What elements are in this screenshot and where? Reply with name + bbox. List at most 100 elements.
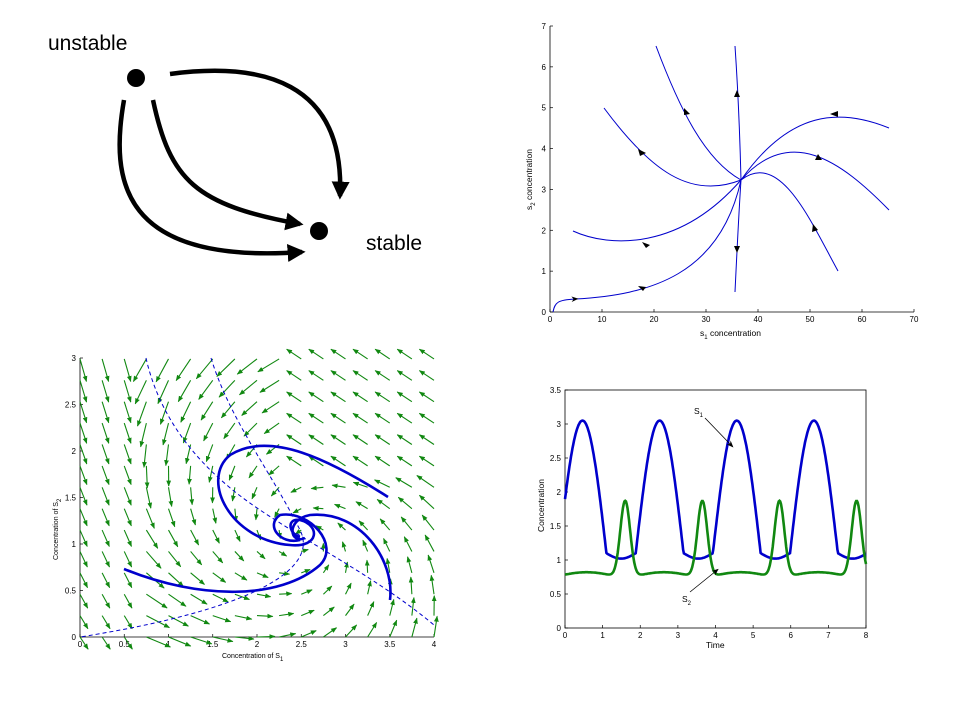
field-arrow — [379, 518, 391, 531]
x-tick-label: 2.5 — [296, 640, 308, 649]
field-arrow — [139, 422, 147, 448]
x-tick-label: 5 — [751, 631, 756, 640]
field-arrow — [132, 358, 147, 382]
field-arrow — [367, 580, 372, 595]
field-arrow — [286, 412, 302, 424]
field-arrow — [322, 564, 330, 574]
trajectory-9 — [740, 116, 890, 181]
y-tick-label: 1.5 — [550, 522, 562, 531]
field-arrow — [123, 358, 132, 383]
x-tick-label: 0.5 — [119, 640, 131, 649]
field-arrow — [218, 379, 236, 398]
field-arrow — [101, 358, 110, 383]
field-arrow — [406, 556, 413, 573]
field-arrow — [418, 348, 435, 360]
field-arrow — [101, 572, 111, 589]
field-arrow — [279, 591, 293, 597]
nullcline-1 — [145, 357, 435, 626]
tick-marks — [549, 25, 915, 313]
field-arrow — [278, 550, 288, 557]
field-arrow — [145, 551, 162, 569]
field-arrow — [220, 401, 236, 419]
field-arrow — [79, 508, 88, 527]
field-arrow — [234, 551, 245, 562]
y-tick-label: 7 — [542, 22, 547, 31]
field-arrow — [168, 551, 182, 568]
time-series-panel: 0 1 2 3 4 5 6 7 8 0 0.5 1 1.5 2 2.5 3 3.5 Time Concentra… — [512, 352, 902, 660]
x-tick-label: 2 — [255, 640, 260, 649]
field-arrow — [234, 615, 253, 621]
tick-labels: 0 10 20 30 40 50 60 70 0 1 2 3 4 5 6 7 — [542, 22, 919, 324]
spiral-trajectories — [123, 444, 392, 601]
arrow-top-arc — [169, 68, 350, 200]
field-arrow — [358, 520, 369, 531]
field-arrow — [231, 487, 236, 502]
field-arrow — [419, 494, 435, 510]
x-tick-label: 60 — [858, 315, 867, 324]
field-arrow — [322, 585, 333, 595]
s2-annotation: S2 — [682, 594, 692, 607]
x-axis-label: Concentration of S1 — [222, 653, 284, 663]
field-arrow — [312, 505, 324, 511]
y-tick-label: 0.5 — [65, 587, 77, 596]
field-arrow — [301, 568, 311, 574]
nullclines — [79, 357, 435, 638]
field-arrow — [416, 475, 435, 488]
unstable-point — [127, 69, 145, 87]
field-arrow — [352, 348, 368, 360]
field-arrow — [79, 593, 89, 609]
field-arrow — [79, 551, 88, 568]
field-arrow — [374, 434, 391, 445]
x-tick-label: 0 — [548, 315, 553, 324]
field-arrow — [418, 434, 435, 445]
field-arrow — [168, 593, 187, 607]
field-arrow — [234, 636, 255, 641]
field-arrow — [101, 422, 110, 444]
field-arrow — [330, 348, 346, 360]
y-tick-label: 0 — [72, 633, 77, 642]
field-arrow — [79, 401, 88, 424]
field-arrow — [290, 486, 302, 493]
phase-portrait-panel: 0 10 20 30 40 50 60 70 0 1 2 3 4 5 6 7 s1 concentration… — [510, 16, 960, 352]
field-arrow — [162, 422, 170, 446]
field-arrow — [182, 422, 192, 444]
field-arrow — [101, 444, 110, 465]
field-arrow — [146, 593, 168, 609]
field-arrow — [79, 444, 88, 465]
field-arrow — [243, 422, 258, 437]
y-tick-label: 3 — [542, 185, 547, 194]
field-arrow — [396, 370, 413, 381]
field-arrow — [374, 455, 391, 467]
field-arrow — [168, 529, 179, 548]
flow-arrow — [638, 149, 646, 156]
field-arrow — [79, 487, 88, 506]
field-arrow — [352, 412, 368, 424]
field-arrow — [146, 636, 171, 648]
field-arrow — [190, 572, 205, 585]
field-arrow — [167, 487, 174, 508]
field-arrow — [212, 572, 227, 583]
field-arrow — [345, 582, 352, 595]
field-arrow — [367, 601, 375, 616]
trajectory-1 — [552, 179, 742, 313]
field-arrow — [190, 529, 200, 546]
field-arrow — [396, 434, 413, 445]
field-arrow — [268, 465, 280, 476]
field-arrow — [310, 485, 324, 491]
field-arrow — [364, 559, 370, 573]
nullcline-2 — [79, 357, 304, 638]
x-tick-label: 1 — [600, 631, 605, 640]
field-arrow — [330, 412, 346, 424]
field-arrow — [256, 551, 266, 560]
s1-annotation: S1 — [694, 406, 704, 419]
field-arrow — [234, 572, 248, 581]
field-arrow — [123, 551, 133, 568]
x-tick-label: 4 — [713, 631, 718, 640]
field-arrow — [123, 444, 132, 465]
field-arrow — [195, 358, 214, 380]
field-arrow — [352, 370, 368, 381]
field-arrow — [256, 634, 276, 639]
trajectory-7 — [740, 172, 839, 272]
field-arrow — [198, 379, 214, 400]
field-arrow — [234, 529, 241, 543]
